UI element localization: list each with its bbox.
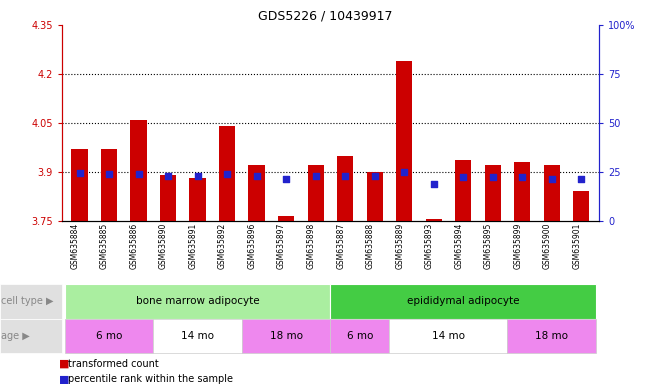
Text: GSM635887: GSM635887 [336,223,345,269]
Text: 14 mo: 14 mo [432,331,465,341]
Text: GSM635888: GSM635888 [366,223,374,269]
Text: GSM635901: GSM635901 [572,223,581,269]
Bar [514,162,531,221]
Point [576,176,587,182]
Bar [426,219,442,221]
Text: GSM635898: GSM635898 [307,223,316,269]
Text: GSM635897: GSM635897 [277,223,286,269]
Text: age ▶: age ▶ [1,331,29,341]
Point [222,171,232,177]
Bar [455,161,471,221]
Text: epididymal adipocyte: epididymal adipocyte [407,296,519,306]
Point [369,173,380,179]
Bar [130,120,146,221]
Point [251,173,262,179]
Text: GSM635892: GSM635892 [218,223,227,269]
Text: GSM635894: GSM635894 [454,223,463,269]
Point [458,174,468,180]
Text: GSM635893: GSM635893 [424,223,434,269]
Text: cell type ▶: cell type ▶ [1,296,53,306]
Text: GSM635900: GSM635900 [543,223,551,269]
Text: 6 mo: 6 mo [96,331,122,341]
Text: GSM635884: GSM635884 [70,223,79,269]
Text: 14 mo: 14 mo [181,331,214,341]
Point [193,173,203,179]
Point [546,176,557,182]
Point [488,174,498,180]
Text: GSM635891: GSM635891 [189,223,198,269]
Bar [484,165,501,221]
Point [133,171,144,177]
Bar [101,149,117,221]
Point [311,173,321,179]
Text: GSM635895: GSM635895 [484,223,493,269]
Text: 6 mo: 6 mo [347,331,373,341]
Point [163,173,173,179]
Text: ■: ■ [59,359,69,369]
Bar [573,191,589,221]
Text: 18 mo: 18 mo [535,331,568,341]
Bar [396,61,412,221]
Text: GSM635890: GSM635890 [159,223,168,269]
Bar [307,165,324,221]
Point [399,169,409,175]
Text: GSM635889: GSM635889 [395,223,404,269]
Text: transformed count: transformed count [68,359,159,369]
Text: ■: ■ [59,374,69,384]
Text: GSM635899: GSM635899 [513,223,522,269]
Point [517,174,527,180]
Text: GSM635885: GSM635885 [100,223,109,269]
Text: 18 mo: 18 mo [270,331,303,341]
Bar [544,165,560,221]
Bar [249,165,265,221]
Text: GSM635896: GSM635896 [247,223,256,269]
Bar [219,126,235,221]
Text: GDS5226 / 10439917: GDS5226 / 10439917 [258,10,393,23]
Point [104,171,115,177]
Text: GSM635886: GSM635886 [130,223,139,269]
Point [340,173,350,179]
Bar [337,156,353,221]
Bar [160,175,176,221]
Text: percentile rank within the sample: percentile rank within the sample [68,374,233,384]
Point [428,181,439,187]
Bar [72,149,88,221]
Text: bone marrow adipocyte: bone marrow adipocyte [136,296,259,306]
Bar [367,172,383,221]
Bar [278,216,294,221]
Bar [189,178,206,221]
Point [281,176,292,182]
Point [74,170,85,177]
